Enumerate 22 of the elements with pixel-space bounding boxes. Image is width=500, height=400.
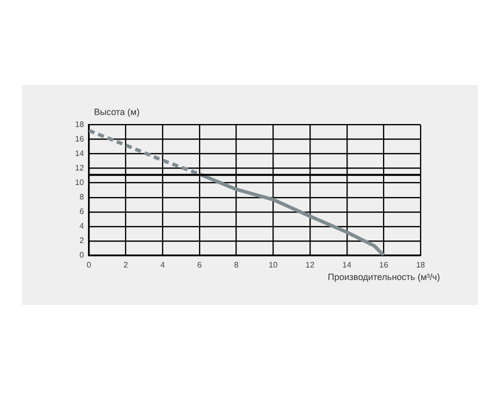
y-tick-label: 8: [79, 192, 84, 202]
x-tick-label: 2: [124, 260, 129, 270]
x-tick-label: 18: [416, 260, 426, 270]
y-tick-label: 14: [74, 149, 84, 158]
y-tick-label: 6: [79, 207, 84, 216]
y-tick-label: 18: [74, 120, 84, 130]
x-tick-label: 10: [268, 260, 278, 270]
y-tick-label: 10: [74, 178, 84, 188]
y-tick-label: 16: [74, 134, 84, 144]
x-tick-label: 0: [86, 260, 92, 270]
y-tick-label: 0: [79, 250, 84, 260]
x-tick-label: 6: [197, 260, 202, 270]
x-tick-label: 16: [379, 260, 389, 270]
y-tick-label: 4: [79, 222, 84, 231]
x-axis-title: Производительность (м³/ч): [328, 272, 440, 282]
y-tick-label: 2: [79, 236, 84, 246]
y-axis-title: Высота (м): [94, 107, 140, 117]
y-tick-label: 12: [74, 164, 84, 173]
x-tick-label: 12: [306, 260, 315, 270]
x-tick-label: 8: [234, 260, 240, 270]
x-tick-label: 4: [160, 260, 166, 270]
x-tick-label: 14: [342, 260, 352, 270]
